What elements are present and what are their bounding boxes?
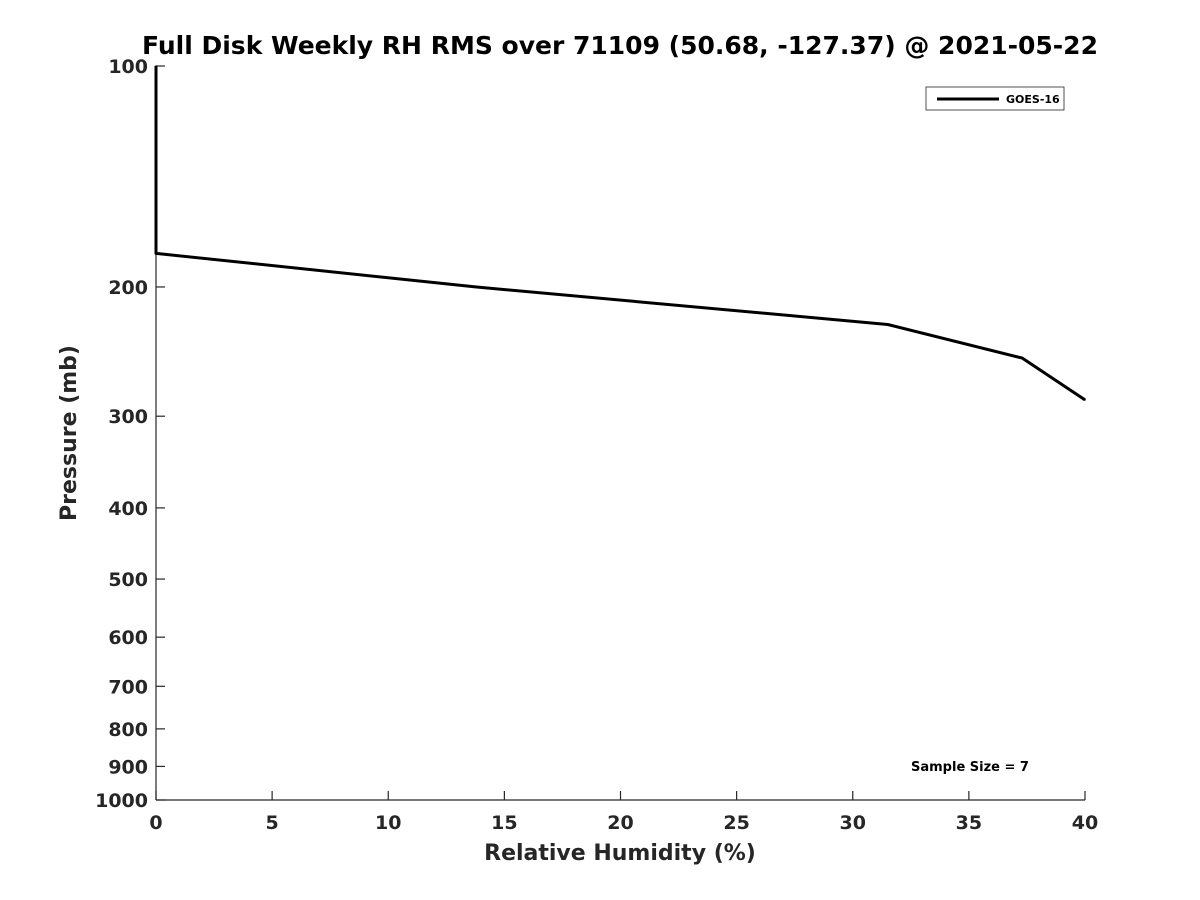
x-tick-label: 25 bbox=[723, 812, 749, 834]
plot-area: 0 5 10 15 20 25 30 35 40 100 200 300 400 500 600 700 80… bbox=[95, 56, 1098, 834]
x-tick-label: 15 bbox=[491, 812, 517, 834]
x-ticks: 0 5 10 15 20 25 30 35 40 bbox=[149, 791, 1098, 834]
data-point bbox=[155, 136, 157, 138]
data-point bbox=[155, 252, 157, 255]
data-point bbox=[1084, 399, 1086, 401]
x-tick-label: 5 bbox=[266, 812, 279, 834]
y-tick-label: 500 bbox=[108, 569, 148, 591]
x-tick-label: 30 bbox=[840, 812, 866, 834]
x-tick-label: 35 bbox=[956, 812, 982, 834]
data-point bbox=[475, 286, 478, 288]
sample-size-annotation: Sample Size = 7 bbox=[911, 760, 1029, 775]
y-tick-label: 600 bbox=[108, 627, 148, 649]
x-tick-label: 0 bbox=[149, 812, 162, 834]
series-line-goes-16 bbox=[154, 66, 1086, 402]
y-tick-label: 100 bbox=[108, 56, 148, 78]
x-axis-title: Relative Humidity (%) bbox=[484, 841, 756, 866]
legend-label-goes-16: GOES-16 bbox=[1006, 93, 1060, 106]
x-tick-label: 20 bbox=[607, 812, 633, 834]
y-tick-label: 1000 bbox=[95, 790, 148, 812]
y-tick-label: 400 bbox=[108, 498, 148, 520]
y-tick-label: 300 bbox=[108, 406, 148, 428]
x-tick-label: 10 bbox=[375, 812, 401, 834]
data-point bbox=[1021, 357, 1024, 359]
x-tick-label: 40 bbox=[1072, 812, 1098, 834]
y-tick-label: 900 bbox=[108, 756, 148, 778]
chart-title: Full Disk Weekly RH RMS over 71109 (50.6… bbox=[142, 31, 1098, 60]
data-point bbox=[155, 65, 157, 67]
series-layer bbox=[154, 65, 1086, 402]
data-point bbox=[155, 194, 157, 197]
data-point bbox=[886, 323, 889, 326]
y-axis-title: Pressure (mb) bbox=[57, 345, 82, 521]
y-tick-label: 700 bbox=[108, 676, 148, 698]
y-tick-label: 800 bbox=[108, 719, 148, 741]
legend: GOES-16 bbox=[925, 86, 1065, 111]
y-tick-label: 200 bbox=[108, 277, 148, 299]
y-ticks: 100 200 300 400 500 600 700 800 900 1000 bbox=[95, 56, 165, 812]
